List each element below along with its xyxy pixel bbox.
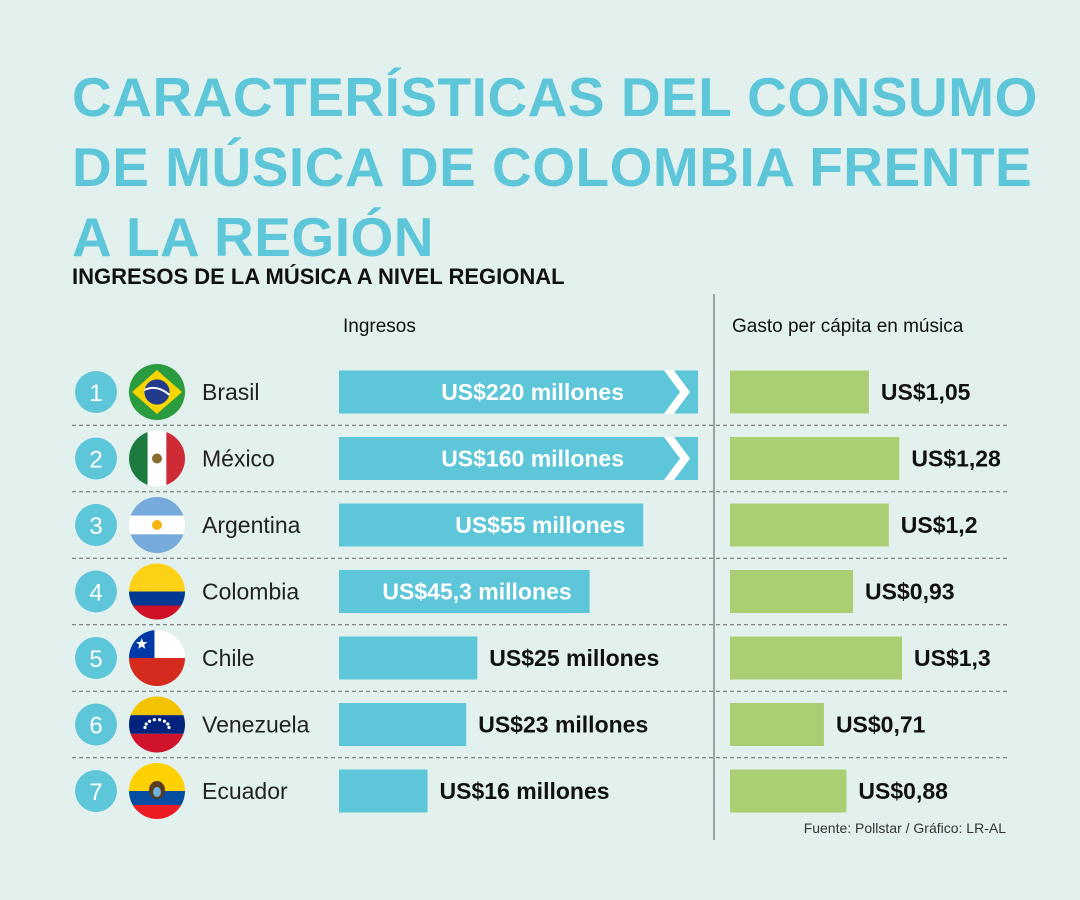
page-title: CARACTERÍSTICAS DEL CONSUMO DE MÚSICA DE… — [72, 66, 1038, 268]
rank-number: 7 — [89, 779, 102, 806]
revenue-bar — [339, 769, 428, 813]
rank-circle — [75, 570, 117, 613]
country-label: México — [202, 446, 275, 472]
flag-stripe — [129, 805, 185, 819]
rank-number: 6 — [89, 713, 102, 740]
flag-globe — [144, 379, 170, 405]
revenue-bar — [339, 437, 698, 480]
chile-flag-icon — [129, 630, 185, 686]
revenue-bar — [339, 636, 478, 680]
per-capita-value-label: US$1,2 — [901, 512, 978, 538]
rank-circle — [75, 703, 117, 746]
flag-stripe — [166, 430, 185, 487]
rank-number: 2 — [89, 447, 102, 474]
country-label: Colombia — [202, 579, 299, 605]
flag-star — [162, 719, 167, 723]
per-capita-column-header: Gasto per cápita en música — [732, 316, 964, 337]
rank-circle — [75, 371, 117, 413]
country-label: Brasil — [202, 379, 260, 405]
revenue-bar — [339, 370, 698, 414]
revenue-column-header: Ingresos — [343, 316, 416, 337]
per-capita-value-label: US$0,71 — [836, 712, 926, 738]
revenue-bar — [339, 503, 644, 547]
axis-break-mark — [664, 370, 690, 414]
flag-star — [152, 718, 156, 722]
flag-star — [136, 638, 148, 649]
flag-stripe — [129, 696, 185, 716]
flag-star — [147, 719, 152, 723]
venezuela-flag-icon — [129, 696, 185, 753]
rank-circle — [75, 504, 117, 546]
per-capita-value-label: US$1,28 — [911, 446, 1001, 472]
rank-number: 3 — [89, 513, 102, 540]
flag-stripe — [129, 605, 185, 620]
flag-stripe — [129, 658, 185, 686]
axis-break-mark — [664, 437, 690, 480]
flag-stripe — [129, 563, 185, 592]
country-label: Chile — [202, 645, 254, 671]
flag-coat-of-arms-center — [153, 787, 161, 797]
revenue-value-label: US$55 millones — [455, 512, 625, 538]
flag-sun — [152, 520, 162, 530]
flag-star — [166, 722, 170, 726]
flag-stripe — [129, 733, 185, 753]
rank-circle — [75, 637, 117, 679]
rank-circle — [75, 437, 117, 480]
flag-band — [143, 386, 171, 396]
country-label: Ecuador — [202, 778, 288, 804]
rank-number: 4 — [89, 580, 102, 607]
per-capita-bar — [730, 437, 900, 480]
per-capita-bar — [730, 503, 889, 547]
revenue-value-label: US$16 millones — [440, 778, 610, 804]
flag-star — [158, 718, 162, 722]
flag-stripe — [129, 534, 185, 553]
flag-star — [144, 722, 148, 726]
revenue-value-label: US$23 millones — [478, 712, 648, 738]
mexico-flag-icon — [129, 430, 185, 487]
flag-stripe — [129, 497, 185, 516]
argentina-flag-icon — [129, 497, 185, 553]
rank-circle — [75, 770, 117, 812]
rank-number: 5 — [89, 646, 102, 673]
chart-subtitle: INGRESOS DE LA MÚSICA A NIVEL REGIONAL — [72, 264, 565, 289]
brazil-flag-icon — [129, 364, 185, 420]
per-capita-bar — [730, 769, 847, 813]
per-capita-value-label: US$1,3 — [914, 645, 991, 671]
revenue-bar — [339, 703, 467, 746]
per-capita-value-label: US$1,05 — [881, 379, 971, 405]
flag-star — [143, 725, 147, 730]
colombia-flag-icon — [129, 563, 185, 620]
per-capita-bar — [730, 570, 854, 613]
per-capita-bar — [730, 636, 902, 680]
revenue-bar — [339, 570, 590, 613]
ecuador-flag-icon — [129, 763, 185, 819]
flag-emblem — [152, 453, 162, 464]
per-capita-value-label: US$0,88 — [858, 778, 948, 804]
flag-stripe — [129, 591, 185, 606]
flag-stripe — [129, 715, 185, 734]
flag-star — [167, 725, 171, 730]
country-label: Argentina — [202, 512, 301, 538]
per-capita-bar — [730, 370, 869, 414]
flag-stripe — [129, 430, 148, 487]
revenue-value-label: US$220 millones — [441, 379, 624, 405]
per-capita-value-label: US$0,93 — [865, 579, 955, 605]
per-capita-bar — [730, 703, 824, 746]
revenue-value-label: US$160 millones — [441, 446, 624, 472]
rank-number: 1 — [89, 380, 102, 407]
source-note: Fuente: Pollstar / Gráfico: LR-AL — [803, 820, 1006, 836]
revenue-value-label: US$25 millones — [489, 645, 659, 671]
country-label: Venezuela — [202, 712, 310, 738]
revenue-value-label: US$45,3 millones — [382, 579, 571, 605]
